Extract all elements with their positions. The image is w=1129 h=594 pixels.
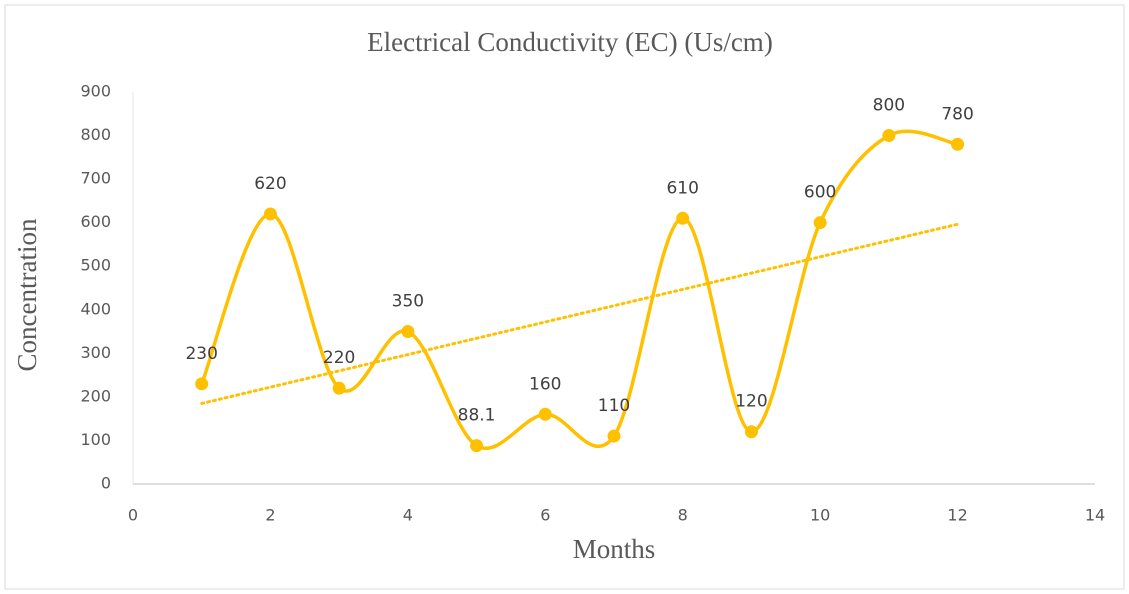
data-label: 88.1 (458, 406, 496, 426)
y-tick-label: 300 (80, 343, 111, 362)
line (200, 129, 958, 450)
data-label: 220 (323, 348, 355, 368)
data-label: 350 (392, 292, 424, 312)
marker (263, 207, 277, 221)
y-tick-label: 100 (80, 430, 111, 449)
y-tick-label: 700 (80, 169, 111, 188)
y-tick-label: 400 (80, 299, 111, 318)
x-tick-label: 2 (265, 506, 275, 525)
y-tick-label: 800 (80, 125, 111, 144)
y-tick-label: 900 (80, 82, 111, 101)
data-label: 110 (598, 396, 630, 416)
marker (676, 211, 690, 225)
data-label: 120 (735, 392, 767, 412)
marker (470, 439, 484, 453)
trendline (200, 222, 960, 405)
marker (882, 129, 896, 143)
x-tick-label: 0 (128, 506, 138, 525)
chart-border (4, 4, 1125, 590)
y-tick-label: 0 (101, 474, 111, 493)
data-label: 230 (185, 344, 217, 364)
x-axis-label: Months (573, 534, 656, 564)
data-label: 610 (666, 178, 698, 198)
marker (813, 216, 827, 230)
marker (744, 425, 758, 439)
data-label: 620 (254, 174, 286, 194)
chart-title: Electrical Conductivity (EC) (Us/cm) (367, 27, 773, 57)
data-label: 160 (529, 374, 561, 394)
data-label: 600 (804, 183, 836, 203)
marker (538, 407, 552, 421)
marker (401, 325, 415, 339)
y-tick-label: 500 (80, 256, 111, 275)
x-tick-label: 14 (1085, 506, 1105, 525)
x-tick-label: 12 (947, 506, 967, 525)
marker (195, 377, 209, 391)
x-tick-label: 6 (540, 506, 550, 525)
data-label: 780 (941, 104, 973, 124)
data-label: 800 (873, 96, 905, 116)
marker (332, 381, 346, 395)
x-tick-label: 4 (403, 506, 413, 525)
marker (951, 137, 965, 151)
marker (607, 429, 621, 443)
y-tick-label: 200 (80, 386, 111, 405)
x-tick-label: 10 (810, 506, 830, 525)
y-axis-label: Concentration (12, 218, 42, 371)
y-tick-label: 600 (80, 212, 111, 231)
x-tick-label: 8 (678, 506, 688, 525)
